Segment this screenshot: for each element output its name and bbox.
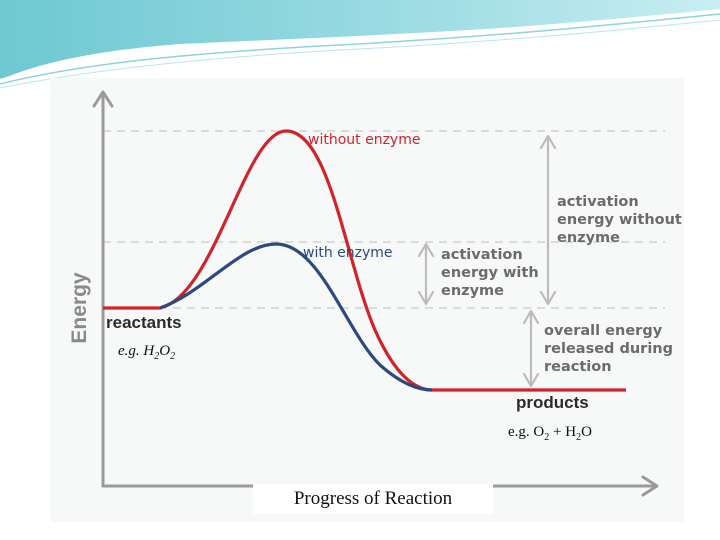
without-enzyme-curve — [103, 129, 626, 392]
activation-with-annotation: activation energy with enzyme — [441, 247, 539, 299]
activation-without-annotation: activation energy without enzyme — [557, 194, 682, 246]
diagram-panel — [50, 78, 684, 522]
with-enzyme-label: with enzyme — [303, 245, 393, 261]
x-axis-arrow — [641, 475, 659, 497]
product-example: e.g. O2 + H2O — [508, 424, 592, 443]
overall-release-annotation: overall energy released during reaction — [544, 323, 673, 375]
reactants-label: reactants — [106, 313, 182, 329]
with-enzyme-curve — [159, 242, 433, 392]
reactant-example: e.g. H2O2 — [118, 343, 176, 362]
x-axis-label: Progress of Reaction — [253, 484, 493, 514]
reference-levels — [103, 130, 665, 309]
header-swoosh — [0, 0, 720, 89]
y-axis-label: Energy — [68, 272, 91, 344]
without-enzyme-label: without enzyme — [308, 132, 421, 148]
measure-arrows — [417, 134, 557, 388]
products-label: products — [516, 393, 589, 412]
y-axis-arrow — [92, 90, 114, 108]
